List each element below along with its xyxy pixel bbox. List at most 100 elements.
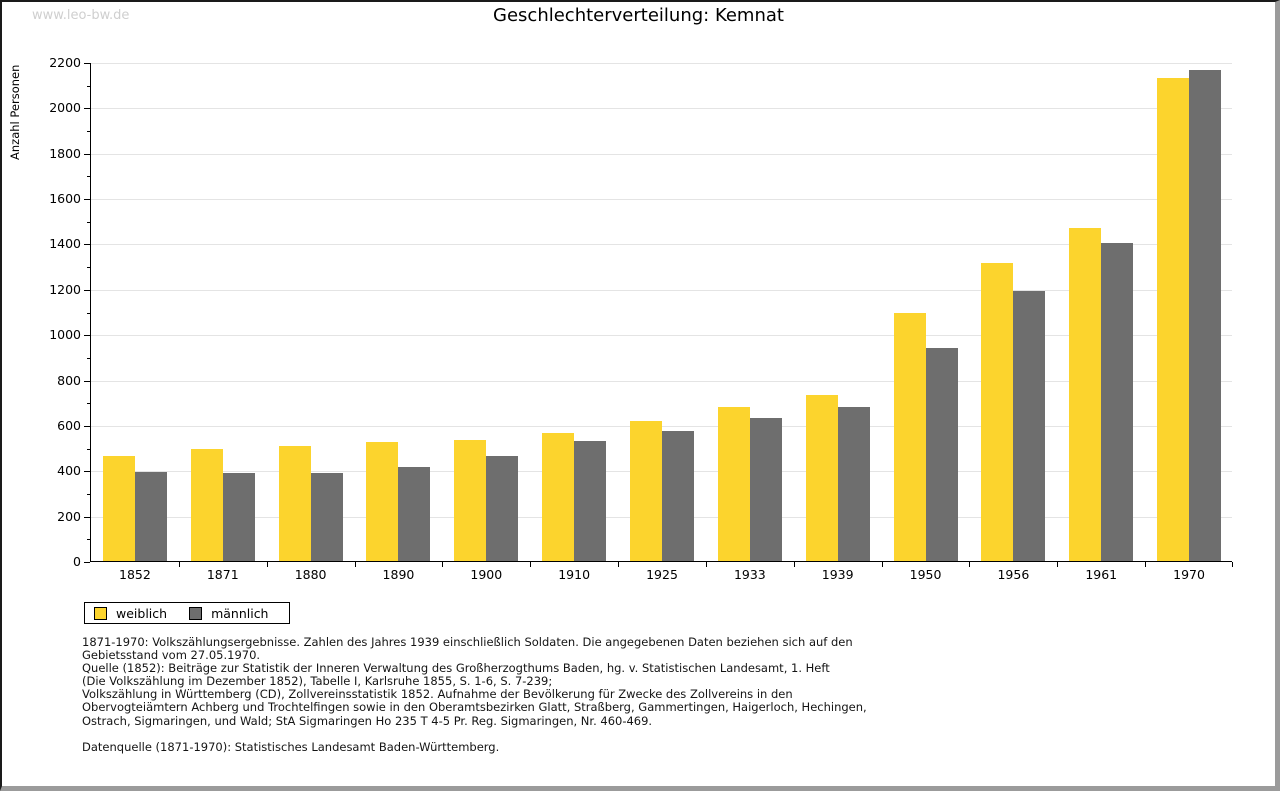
y-axis-tick-label: 1600	[49, 191, 81, 207]
bar-männlich-1890	[398, 466, 431, 561]
y-axis-minor-tick	[87, 176, 90, 178]
x-axis-label: 1925	[646, 567, 678, 582]
gridline	[91, 289, 1232, 291]
footnote-line: Gebietsstand vom 27.05.1970.	[82, 648, 261, 663]
legend-item-maennlich: männlich	[189, 606, 268, 621]
y-axis-tick-label: 1000	[49, 327, 81, 343]
bar-weiblich-1939	[805, 395, 838, 561]
y-axis-tick	[84, 562, 90, 563]
bar-weiblich-1961	[1069, 227, 1102, 561]
bar-männlich-1910	[574, 441, 607, 561]
x-axis-label: 1961	[1085, 567, 1118, 582]
x-axis-label: 1890	[382, 567, 415, 582]
y-axis-minor-tick	[87, 357, 90, 359]
y-axis-tick	[84, 289, 90, 291]
x-axis-label: 1950	[909, 567, 942, 582]
bar-weiblich-1970	[1157, 78, 1190, 561]
y-axis-minor-tick	[87, 448, 90, 450]
y-axis-tick-label: 200	[57, 508, 81, 524]
y-axis-tick	[84, 335, 90, 337]
footnote-line: 1871-1970: Volkszählungsergebnisse. Zahl…	[82, 635, 853, 649]
footnote-line: (Die Volkszählung im Dezember 1852), Tab…	[82, 674, 553, 689]
x-axis-tick	[1145, 562, 1147, 567]
bar-weiblich-1871	[190, 448, 223, 561]
x-axis-tick	[442, 562, 444, 567]
bar-weiblich-1933	[717, 407, 750, 561]
gridline	[91, 199, 1232, 201]
chart-title: Geschlechterverteilung: Kemnat	[493, 5, 784, 26]
bar-weiblich-1900	[454, 440, 487, 561]
bar-weiblich-1925	[630, 421, 662, 561]
x-axis-tick	[266, 562, 268, 567]
y-axis-tick	[84, 153, 90, 155]
y-axis-tick-label: 2000	[49, 100, 81, 116]
x-axis-tick	[881, 562, 883, 567]
legend: weiblich männlich	[84, 602, 290, 624]
y-axis-tick-label: 2200	[49, 55, 81, 70]
plot-area: 0 200 400 600 800 1000 1200 1400 1600 1800 2000 220…	[49, 55, 1233, 582]
bar-weiblich-1880	[278, 445, 311, 561]
bar-männlich-1871	[222, 472, 255, 561]
x-axis-label: 1933	[733, 567, 766, 582]
footnote-line: Volkszählung in Württemberg (CD), Zollve…	[82, 687, 793, 702]
bar-weiblich-1852	[102, 455, 135, 561]
x-axis-label: 1871	[206, 567, 239, 582]
bar-männlich-1933	[749, 418, 782, 561]
datasource-line: Datenquelle (1871-1970): Statistisches L…	[82, 739, 500, 754]
gridline	[91, 63, 1232, 64]
y-axis-minor-tick	[87, 493, 90, 495]
bar-männlich-1900	[486, 455, 519, 561]
x-axis-label: 1880	[294, 567, 327, 582]
y-axis-tick-label: 1800	[49, 145, 81, 161]
y-axis-minor-tick	[87, 403, 90, 405]
x-axis-label: 1852	[119, 567, 151, 582]
gridline	[91, 153, 1232, 155]
x-axis-label: 1956	[997, 567, 1030, 582]
x-axis-tick	[1232, 562, 1233, 567]
y-axis-minor-tick	[87, 312, 90, 314]
x-axis-tick	[793, 562, 795, 567]
watermark: www.leo-bw.de	[32, 8, 130, 23]
x-axis-tick	[1057, 562, 1059, 567]
bar-weiblich-1950	[893, 313, 926, 561]
footnote-line: Quelle (1852): Beiträge zur Statistik de…	[82, 661, 830, 676]
y-axis-tick-label: 0	[73, 554, 81, 569]
bar-männlich-1950	[925, 348, 958, 561]
bar-weiblich-1956	[981, 262, 1014, 561]
y-axis-minor-tick	[87, 267, 90, 269]
maennlich-swatch	[189, 606, 203, 620]
legend-label-maennlich: männlich	[211, 605, 269, 621]
x-axis-tick	[178, 562, 180, 567]
y-axis-minor-tick	[87, 85, 90, 87]
y-axis-tick-label: 1400	[49, 236, 81, 252]
bar-männlich-1939	[837, 406, 870, 561]
legend-label-weiblich: weiblich	[116, 605, 168, 621]
gridline	[91, 335, 1232, 337]
y-axis-tick	[84, 108, 90, 110]
bar-männlich-1852	[134, 472, 167, 561]
y-axis-tick	[84, 471, 90, 473]
y-axis-tick	[84, 425, 90, 427]
x-axis-tick	[705, 562, 707, 567]
bar-männlich-1961	[1101, 243, 1134, 561]
x-axis-label: 1900	[470, 567, 503, 582]
weiblich-swatch	[94, 606, 107, 620]
y-axis-tick-label: 800	[57, 372, 81, 388]
x-axis-label: 1910	[558, 567, 591, 582]
y-axis-tick	[84, 63, 90, 64]
y-axis-title: Anzahl Personen	[8, 64, 22, 160]
gridline	[91, 108, 1232, 110]
y-axis-tick	[84, 244, 90, 246]
y-axis-tick	[84, 516, 90, 518]
legend-item-weiblich: weiblich	[94, 606, 167, 621]
footnote-line: Obervogteiämtern Achberg und Trochtelfin…	[82, 700, 867, 715]
y-axis-tick-label: 600	[57, 417, 81, 433]
x-axis-label: 1970	[1173, 567, 1205, 582]
bar-männlich-1970	[1189, 69, 1222, 561]
bar-weiblich-1910	[542, 432, 575, 561]
x-axis-tick	[530, 562, 532, 567]
y-axis-tick	[84, 199, 90, 201]
gridline	[91, 244, 1232, 246]
y-axis-tick	[84, 380, 90, 382]
